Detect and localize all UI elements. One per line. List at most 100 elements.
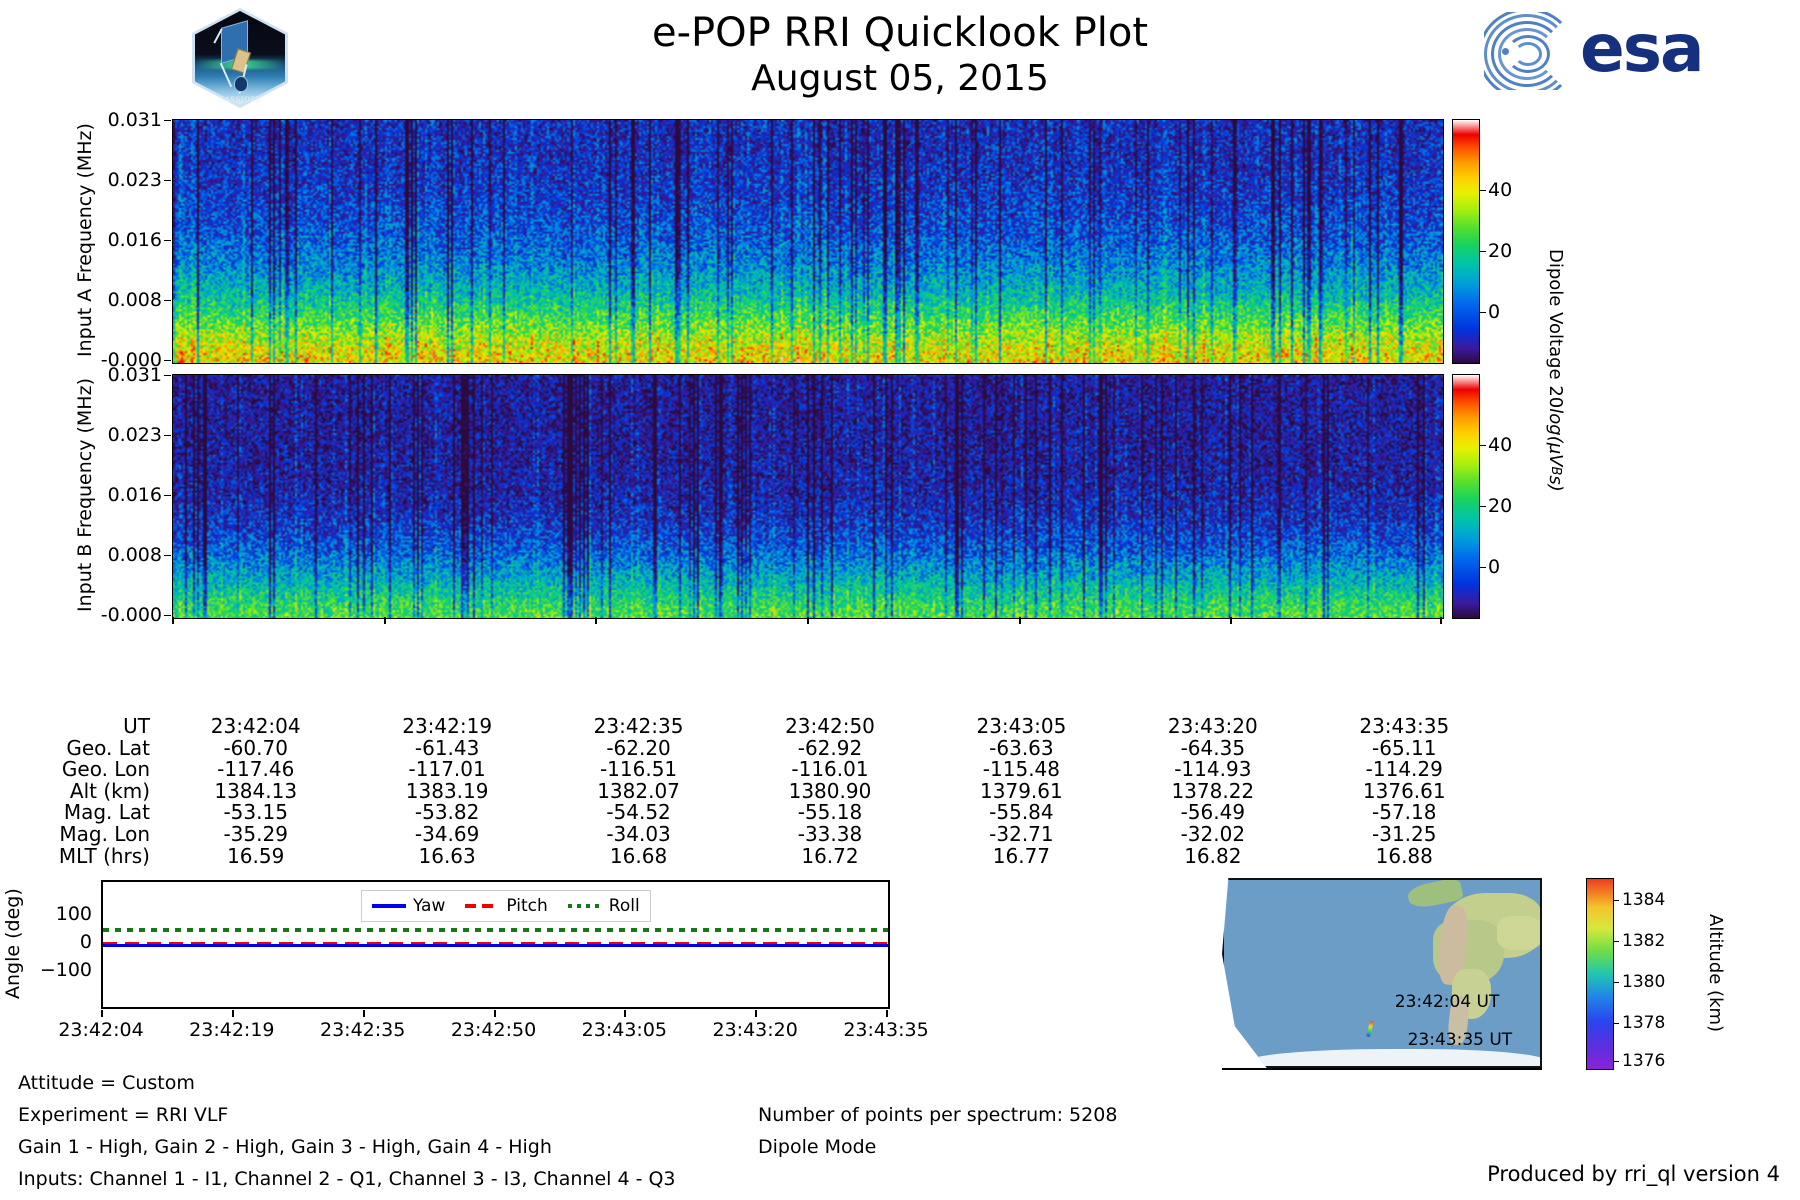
ephemeris-cell: -114.29 xyxy=(1365,757,1443,782)
ephemeris-row: UT 23:42:04 23:42:19 23:42:35 23:42:50 23:43:… xyxy=(0,714,1500,738)
colorbar-label-tail: s) xyxy=(1545,475,1566,492)
ephemeris-cell: 16.59 xyxy=(227,843,285,868)
colorbar-label-plain: Dipole Voltage 20 xyxy=(1545,248,1566,408)
ephemeris-row: MLT (hrs) 16.59 16.63 16.68 16.72 16.77 16.82 1… xyxy=(0,843,1500,868)
ephemeris-cell: 16.72 xyxy=(801,843,859,868)
altitude-tick-1376: 1376 xyxy=(1622,1051,1666,1071)
panel-b-x-tickmarks xyxy=(172,617,1442,625)
cassiope-logo-icon: CASSIOPE xyxy=(192,8,288,108)
ephemeris-cell: 16.68 xyxy=(609,843,668,868)
attitude-y-ticks: 100 0 −100 xyxy=(30,880,96,1005)
ephemeris-cell: 16.82 xyxy=(1184,843,1242,868)
panel-b-xtickmark xyxy=(1018,617,1021,624)
panel-a-tickmarks xyxy=(164,120,172,361)
panel-b-xtickmark xyxy=(595,617,598,624)
ephemeris-cell: -54.52 xyxy=(606,800,671,825)
ephemeris-cell: -115.48 xyxy=(982,757,1060,782)
ephemeris-cell: 23:42:50 xyxy=(785,714,875,738)
ephemeris-cell: 16.77 xyxy=(992,843,1051,868)
ephemeris-row-label: Geo. Lon xyxy=(61,757,150,782)
attitude-ytick-n100: −100 xyxy=(39,959,92,981)
legend-swatch-yaw xyxy=(372,904,406,908)
map-start-time-label: 23:42:04 UT xyxy=(1394,992,1500,1012)
panel-a-ytick-3: 0.008 xyxy=(107,289,162,311)
ephemeris-cell: -61.43 xyxy=(414,735,480,760)
ephemeris-cell: 1379.61 xyxy=(980,778,1063,803)
attitude-yaw-line xyxy=(103,944,888,947)
ephemeris-cell: -32.71 xyxy=(989,821,1054,846)
panel-b-ytick-1: 0.023 xyxy=(107,424,162,446)
attitude-ytick-0: 0 xyxy=(79,931,92,953)
ephemeris-cell: -65.11 xyxy=(1372,735,1437,760)
ephemeris-cell: -55.84 xyxy=(989,800,1054,825)
colorbar-label-italic: log(µV xyxy=(1545,407,1566,467)
altitude-tick-1378: 1378 xyxy=(1622,1013,1666,1033)
ephemeris-cell: 16.63 xyxy=(418,843,476,868)
altitude-colorbar-label: Altitude (km) xyxy=(1705,913,1726,1033)
ephemeris-row-label: Geo. Lat xyxy=(66,735,150,760)
panel-b-xtickmark xyxy=(807,617,809,624)
panel-b-xtickmark xyxy=(172,617,174,624)
legend-item-pitch: Pitch xyxy=(465,896,548,916)
panel-b-ytick-4: -0.000 xyxy=(100,604,162,626)
ephemeris-cell: 23:43:20 xyxy=(1167,714,1258,738)
legend-label-roll: Roll xyxy=(608,896,640,916)
ephemeris-row-label: Mag. Lat xyxy=(63,800,150,825)
ephemeris-cell: 1383.19 xyxy=(405,778,489,803)
footer-experiment: Experiment = RRI VLF xyxy=(18,1104,229,1126)
ground-track-map[interactable]: 23:42:04 UT 23:43:35 UT xyxy=(1222,878,1542,1070)
panel-b-tickmarks xyxy=(164,375,172,616)
attitude-xtick-label: 23:42:35 xyxy=(319,1019,406,1041)
ephemeris-cell: -116.51 xyxy=(599,757,678,782)
panel-a-y-ticks: 0.031 0.023 0.016 0.008 -0.000 xyxy=(100,109,162,371)
panel-b-spectrogram[interactable] xyxy=(172,374,1444,619)
panel-a-spectrogram[interactable] xyxy=(172,119,1444,364)
map-end-time-label: 23:43:35 UT xyxy=(1407,1030,1513,1050)
cbar-b-tick-20: 20 xyxy=(1488,495,1513,517)
esa-logo-wordmark: esa xyxy=(1580,10,1705,87)
ephemeris-cell: -63.63 xyxy=(989,735,1054,760)
attitude-y-axis-label: Angle (deg) xyxy=(2,888,24,999)
attitude-xtick-label: 23:42:19 xyxy=(189,1019,275,1041)
ephemeris-cell: -32.02 xyxy=(1180,821,1246,846)
attitude-xtick-label: 23:43:05 xyxy=(581,1019,667,1041)
ephemeris-cell: -62.20 xyxy=(606,735,671,760)
panel-a-y-axis-label: Input A Frequency (MHz) xyxy=(74,123,96,357)
ephemeris-cell: 16.88 xyxy=(1375,843,1433,868)
ephemeris-cell: -33.38 xyxy=(797,821,863,846)
panel-b-y-ticks: 0.031 0.023 0.016 0.008 -0.000 xyxy=(100,364,162,626)
attitude-legend: Yaw Pitch Roll xyxy=(361,890,651,922)
attitude-xtick-label: 23:42:50 xyxy=(450,1019,537,1041)
ephemeris-cell: -56.49 xyxy=(1180,800,1246,825)
attitude-plot[interactable]: Yaw Pitch Roll xyxy=(101,880,890,1009)
cassiope-logo-label: CASSIOPE xyxy=(218,96,262,104)
ephemeris-cell: 1376.61 xyxy=(1362,778,1446,803)
footer-produced-by: Produced by rri_ql version 4 xyxy=(1487,1162,1780,1186)
ephemeris-cell: 1378.22 xyxy=(1171,778,1255,803)
panel-a-ytick-0: 0.031 xyxy=(107,109,162,131)
ephemeris-row: Geo. Lon -117.46 -117.01 -116.51 -116.01 -115… xyxy=(0,759,1500,781)
altitude-tick-1382: 1382 xyxy=(1622,931,1666,951)
panel-b-ytick-3: 0.008 xyxy=(107,544,162,566)
footer-gain: Gain 1 - High, Gain 2 - High, Gain 3 - H… xyxy=(18,1136,552,1158)
panel-b-ytick-2: 0.016 xyxy=(107,484,162,506)
attitude-xtickmark xyxy=(624,1010,627,1017)
altitude-tick-1380: 1380 xyxy=(1622,972,1666,992)
attitude-xtickmark xyxy=(755,1010,758,1017)
legend-swatch-pitch xyxy=(465,904,500,908)
ephemeris-cell: -117.01 xyxy=(408,757,486,782)
page-title: e-POP RRI Quicklook Plot xyxy=(651,10,1148,56)
ephemeris-cell: -53.82 xyxy=(414,800,480,825)
attitude-xtick-label: 23:43:35 xyxy=(843,1019,929,1041)
footer-mode: Dipole Mode xyxy=(758,1136,877,1158)
legend-item-roll: Roll xyxy=(567,896,640,916)
ephemeris-cell: 1384.13 xyxy=(214,778,298,803)
panel-b-y-axis-label: Input B Frequency (MHz) xyxy=(74,378,96,612)
panel-b-xtickmark xyxy=(1440,617,1442,624)
panel-b-ytick-0: 0.031 xyxy=(107,364,162,386)
attitude-xtickmark xyxy=(101,1010,103,1017)
cbar-a-tick-0: 0 xyxy=(1488,301,1501,323)
attitude-xtickmark xyxy=(886,1010,888,1017)
ephemeris-cell: 23:43:35 xyxy=(1359,714,1450,738)
attitude-roll-line xyxy=(103,928,888,932)
